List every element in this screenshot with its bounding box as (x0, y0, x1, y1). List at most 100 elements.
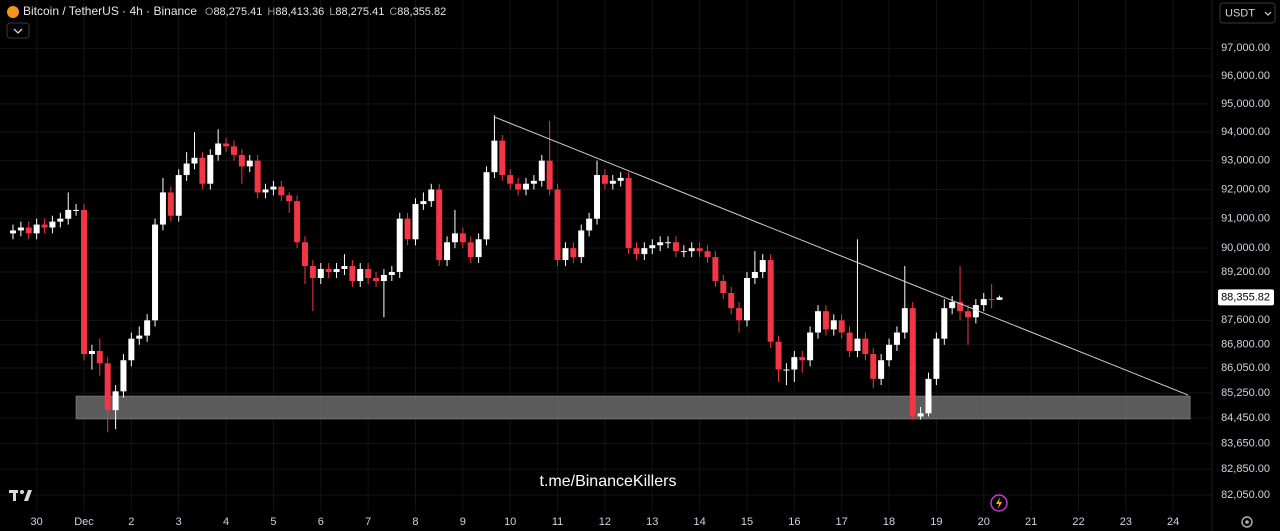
candle-body (530, 180, 537, 184)
currency-label: USDT (1225, 7, 1255, 19)
coin-icon (7, 6, 19, 18)
y-tick-label: 91,000.00 (1221, 213, 1270, 225)
candle-body (254, 160, 261, 193)
x-tick-label: 16 (788, 516, 800, 528)
candle-body (120, 360, 127, 392)
candle-body (365, 269, 372, 279)
candle-body (515, 183, 522, 190)
candle-body (207, 154, 214, 184)
candle-body (451, 233, 458, 243)
candle-body (223, 143, 230, 147)
candle-body (9, 230, 16, 234)
x-tick-label: 3 (176, 516, 182, 528)
candle-body (736, 308, 743, 321)
y-tick-label: 82,050.00 (1221, 489, 1270, 501)
candle-body (791, 357, 798, 370)
x-tick-label: 14 (693, 516, 705, 528)
candle-body (238, 154, 245, 167)
candle-body (436, 189, 443, 261)
candle-body (728, 293, 735, 309)
legend-value: 88,275.41 (335, 6, 384, 18)
y-tick-label: 86,050.00 (1221, 362, 1270, 374)
candle-body (862, 338, 869, 355)
candle-body (522, 183, 529, 190)
candle-body (822, 311, 829, 330)
candle-body (949, 302, 956, 309)
candle-body (649, 245, 656, 249)
candle-body (73, 209, 80, 211)
candle-body (909, 308, 916, 417)
legend-value: 88,275.41 (213, 6, 262, 18)
candle-body (767, 260, 774, 342)
x-tick-label: 21 (1025, 516, 1037, 528)
y-tick-label: 85,250.00 (1221, 387, 1270, 399)
candle-body (404, 218, 411, 240)
candle-body (491, 140, 498, 173)
candle-body (878, 360, 885, 379)
candle-body (980, 299, 987, 306)
candle-body (191, 157, 198, 164)
x-tick-label: 10 (504, 516, 516, 528)
candle-body (104, 363, 111, 411)
candle-body (467, 242, 474, 258)
zone-layer (75, 395, 1191, 420)
candle-body (294, 201, 301, 243)
candle-body (546, 160, 553, 190)
candle-body (412, 204, 419, 240)
candle-body (286, 195, 293, 202)
legend-prefix: L (329, 6, 335, 18)
candle-body (112, 391, 119, 411)
y-tick-label: 95,000.00 (1221, 98, 1270, 110)
candle-body (499, 140, 506, 176)
candle-body (246, 160, 253, 167)
candle-body (341, 266, 348, 270)
candle-body (799, 357, 806, 361)
candles (9, 115, 1003, 433)
candle-body (96, 350, 103, 364)
candle-body (349, 266, 356, 282)
candle-body (893, 332, 900, 345)
candle-body (680, 251, 687, 253)
candle-body (388, 272, 395, 276)
candle-body (554, 189, 561, 261)
x-tick-label: 19 (930, 516, 942, 528)
candle-body (720, 281, 727, 294)
candle-body (33, 224, 40, 234)
candle-body (396, 218, 403, 273)
candle-body (751, 272, 758, 279)
lightning-icon[interactable] (990, 494, 1008, 512)
settings-button[interactable] (1241, 516, 1253, 528)
candle-body (617, 177, 624, 181)
candle-body (996, 297, 1003, 300)
candle-body (444, 242, 451, 261)
ohlc-legend: O 88,275.41 H 88,413.36 L 88,275.41 C 88,355.82 (205, 6, 446, 18)
x-tick-label: 22 (1072, 516, 1084, 528)
collapse-button[interactable] (6, 22, 30, 39)
currency-button[interactable]: USDT (1219, 2, 1276, 24)
candle-body (972, 305, 979, 318)
x-tick-label: 18 (883, 516, 895, 528)
candle-body (609, 180, 616, 184)
x-tick-label: 2 (128, 516, 134, 528)
candle-body (475, 239, 482, 258)
candle-body (988, 299, 995, 301)
y-tick-label: 86,800.00 (1221, 339, 1270, 351)
y-tick-label: 90,000.00 (1221, 242, 1270, 254)
candle-body (57, 218, 64, 222)
y-tick-label: 94,000.00 (1221, 126, 1270, 138)
candle-body (380, 275, 387, 282)
candle-body (144, 320, 151, 336)
candle-body (507, 175, 514, 184)
candle-body (215, 143, 222, 155)
y-tick-label: 97,000.00 (1221, 42, 1270, 54)
candle-body (17, 227, 24, 231)
candle-body (309, 266, 316, 279)
candle-body (152, 224, 159, 321)
x-tick-label: 15 (741, 516, 753, 528)
x-tick-label: 6 (318, 516, 324, 528)
legend-prefix: H (267, 6, 275, 18)
candle-body (262, 189, 269, 193)
candle-body (917, 413, 924, 417)
candle-body (886, 344, 893, 361)
